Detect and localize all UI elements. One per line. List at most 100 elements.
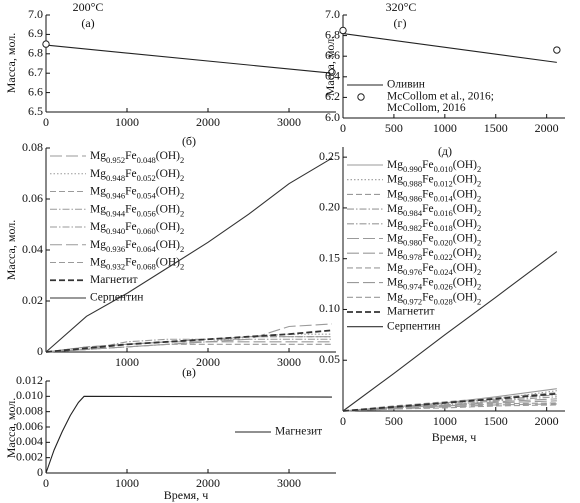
y-tick-label: 6.9 — [28, 26, 43, 40]
x-tick-label: 1000 — [115, 355, 139, 369]
x-tick-label: 1500 — [484, 121, 508, 135]
y-tick-label: 0.008 — [16, 403, 43, 417]
panel-label: (д) — [438, 144, 452, 158]
series-line — [45, 338, 332, 353]
panel-label: (в) — [182, 365, 196, 379]
series-line — [45, 157, 333, 353]
y-tick-label: 6.4 — [325, 69, 340, 83]
y-tick-label: 6.8 — [28, 46, 43, 60]
legend-label: Mg0.980Fe0.020(OH)2 — [387, 232, 481, 247]
legend-label: Mg0.932Fe0.068(OH)2 — [90, 256, 184, 271]
series-line — [45, 323, 332, 353]
series-line — [45, 44, 333, 74]
x-tick-label: 500 — [385, 414, 403, 428]
y-axis-label: Масса, мол. — [4, 398, 18, 459]
y-tick-label: 0.004 — [16, 434, 43, 448]
chart-title: 320°C — [386, 0, 417, 14]
series-line — [45, 395, 332, 474]
y-tick-label: 7.0 — [28, 7, 43, 21]
series-line — [45, 329, 333, 353]
y-tick-label: 0.05 — [319, 352, 340, 366]
x-tick-label: 2000 — [196, 115, 220, 129]
x-tick-label: 3000 — [277, 355, 301, 369]
y-axis-label: Масса, мол. — [4, 33, 18, 94]
series-line — [342, 32, 557, 63]
panel-label: (а) — [81, 16, 94, 30]
legend-label: Оливин — [387, 79, 425, 91]
y-tick-label: 0.10 — [319, 301, 340, 315]
panel-label: (б) — [182, 134, 196, 148]
legend-label: Mg0.944Fe0.056(OH)2 — [90, 203, 184, 218]
legend-label: Mg0.936Fe0.064(OH)2 — [90, 238, 184, 253]
legend-label: McCollom, 2016 — [387, 102, 466, 114]
legend-label: Mg0.986Fe0.014(OH)2 — [387, 188, 481, 203]
x-tick-label: 2000 — [196, 476, 220, 490]
series-line — [342, 402, 557, 412]
y-tick-label: 0.010 — [16, 388, 43, 402]
legend-label: Магнетит — [90, 274, 138, 286]
legend-label: Mg0.976Fe0.024(OH)2 — [387, 262, 481, 277]
y-tick-label: 0.002 — [16, 449, 43, 463]
x-tick-label: 500 — [385, 121, 403, 135]
y-tick-label: 0.02 — [22, 293, 43, 307]
series-line — [342, 392, 557, 412]
x-tick-label: 0 — [43, 115, 49, 129]
y-tick-label: 6.7 — [28, 65, 43, 79]
y-tick-label: 0.012 — [16, 373, 43, 387]
x-tick-label: 2000 — [535, 414, 559, 428]
series-line — [342, 390, 557, 412]
x-tick-label: 1000 — [433, 414, 457, 428]
legend-marker — [357, 93, 365, 101]
x-tick-label: 2000 — [196, 355, 220, 369]
y-tick-label: 7.0 — [325, 7, 340, 21]
x-tick-label: 1000 — [115, 115, 139, 129]
legend-label: Mg0.990Fe0.010(OH)2 — [387, 159, 481, 174]
legend-label: Mg0.972Fe0.028(OH)2 — [387, 291, 481, 306]
legend-label: Mg0.974Fe0.026(OH)2 — [387, 276, 481, 291]
x-tick-label: 0 — [340, 414, 346, 428]
x-axis-label: Время, ч — [432, 430, 476, 444]
legend-label: Mg0.948Fe0.052(OH)2 — [90, 167, 184, 182]
y-tick-label: 6.0 — [325, 110, 340, 124]
data-point — [42, 40, 50, 48]
y-tick-label: 6.6 — [28, 84, 43, 98]
y-axis-label: Масса, мол. — [4, 220, 18, 281]
legend-label: Mg0.982Fe0.018(OH)2 — [387, 217, 481, 232]
series-line — [342, 404, 557, 412]
legend-label: Mg0.978Fe0.022(OH)2 — [387, 247, 481, 262]
x-tick-label: 1000 — [115, 476, 139, 490]
series-line — [342, 392, 557, 412]
legend-label: Mg0.952Fe0.048(OH)2 — [90, 150, 184, 165]
y-tick-label: 0 — [37, 344, 43, 358]
panel-label: (г) — [394, 16, 407, 30]
series-line — [342, 251, 558, 412]
series-line — [342, 398, 557, 412]
y-tick-label: 6.8 — [325, 27, 340, 41]
x-axis-label: Время, ч — [164, 488, 208, 502]
y-tick-label: 0.25 — [319, 149, 340, 163]
legend-label: Mg0.988Fe0.012(OH)2 — [387, 173, 481, 188]
y-axis-label: Масса, мол. — [323, 36, 337, 97]
y-tick-label: 6.2 — [325, 89, 340, 103]
x-tick-label: 2000 — [535, 121, 559, 135]
data-point — [553, 46, 561, 54]
legend-label: McCollom et al., 2016; — [387, 91, 494, 103]
legend-label: Магнезит — [275, 426, 322, 438]
legend-label: Mg0.984Fe0.016(OH)2 — [387, 203, 481, 218]
legend-label: Mg0.946Fe0.054(OH)2 — [90, 185, 184, 200]
x-tick-label: 3000 — [277, 115, 301, 129]
y-tick-label: 0.08 — [22, 140, 43, 154]
x-tick-label: 1500 — [484, 414, 508, 428]
legend-label: Серпентин — [387, 320, 440, 332]
legend-label: Mg0.940Fe0.060(OH)2 — [90, 221, 184, 236]
series-line — [342, 403, 557, 412]
series-line — [45, 343, 332, 353]
data-point — [328, 68, 336, 76]
y-tick-label: 6.6 — [325, 48, 340, 62]
y-tick-label: 6.5 — [28, 104, 43, 118]
y-tick-label: 0.20 — [319, 200, 340, 214]
y-tick-label: 0.15 — [319, 250, 340, 264]
x-tick-label: 1000 — [433, 121, 457, 135]
y-tick-label: 0.06 — [22, 191, 43, 205]
